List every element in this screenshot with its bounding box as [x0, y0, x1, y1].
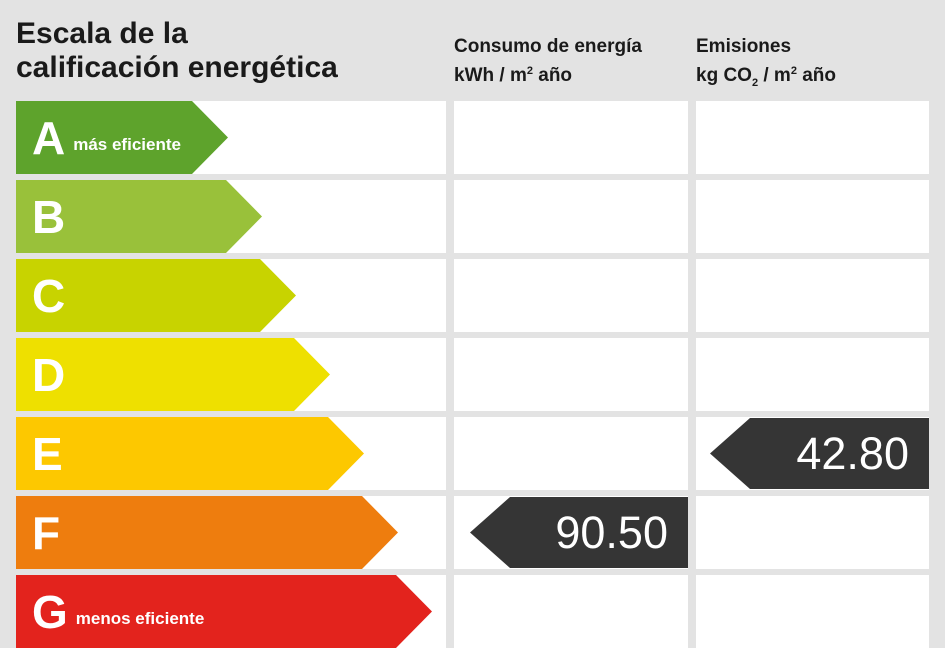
page-title: Escala de la calificación energética	[16, 17, 338, 85]
rating-row-d: D	[0, 338, 945, 411]
rating-arrow-f: F	[16, 496, 398, 569]
emissions-unit: kg CO2 / m2 año	[696, 65, 836, 89]
emissions-heading: Emisiones	[696, 36, 792, 57]
rating-cell	[696, 496, 929, 569]
rating-cell	[454, 259, 688, 332]
rating-cell	[696, 259, 929, 332]
consumption-heading: Consumo de energía	[454, 36, 642, 57]
emissions-indicator: 42.80	[710, 418, 929, 489]
rating-row-c: C	[0, 259, 945, 332]
rating-cell	[454, 338, 688, 411]
rating-cell	[696, 575, 929, 648]
rating-cell	[696, 338, 929, 411]
rating-cell	[696, 180, 929, 253]
rating-cell	[454, 180, 688, 253]
rating-cell	[454, 101, 688, 174]
rating-arrow-c: C	[16, 259, 296, 332]
rating-cell	[454, 575, 688, 648]
rating-arrow-d: D	[16, 338, 330, 411]
rating-arrow-b: B	[16, 180, 262, 253]
rating-row-f: F 90.50	[0, 496, 945, 569]
rating-letter: F	[32, 506, 61, 559]
rating-letter: B	[32, 190, 66, 243]
emissions-indicator-value: 42.80	[796, 427, 909, 479]
rating-letter: E	[32, 427, 63, 480]
rating-cell	[696, 101, 929, 174]
rating-arrow-e: E	[16, 417, 364, 490]
rating-letter: G	[32, 585, 68, 638]
consumption-indicator-value: 90.50	[555, 506, 668, 558]
consumption-column-header: Consumo de energía kWh / m2 año	[454, 32, 642, 90]
consumption-unit: kWh / m2 año	[454, 65, 573, 86]
rating-letter: A	[32, 111, 66, 164]
rating-letter: C	[32, 269, 66, 322]
title-line-1: Escala de la	[16, 17, 188, 50]
rating-cell	[454, 417, 688, 490]
consumption-indicator: 90.50	[470, 497, 688, 568]
title-line-2: calificación energética	[16, 51, 338, 84]
rating-letter: D	[32, 348, 66, 401]
rating-row-e: E 42.80	[0, 417, 945, 490]
rating-description: más eficiente	[73, 134, 181, 154]
emissions-column-header: Emisiones kg CO2 / m2 año	[696, 32, 836, 90]
rating-description: menos eficiente	[75, 608, 205, 628]
rating-row-b: B	[0, 180, 945, 253]
